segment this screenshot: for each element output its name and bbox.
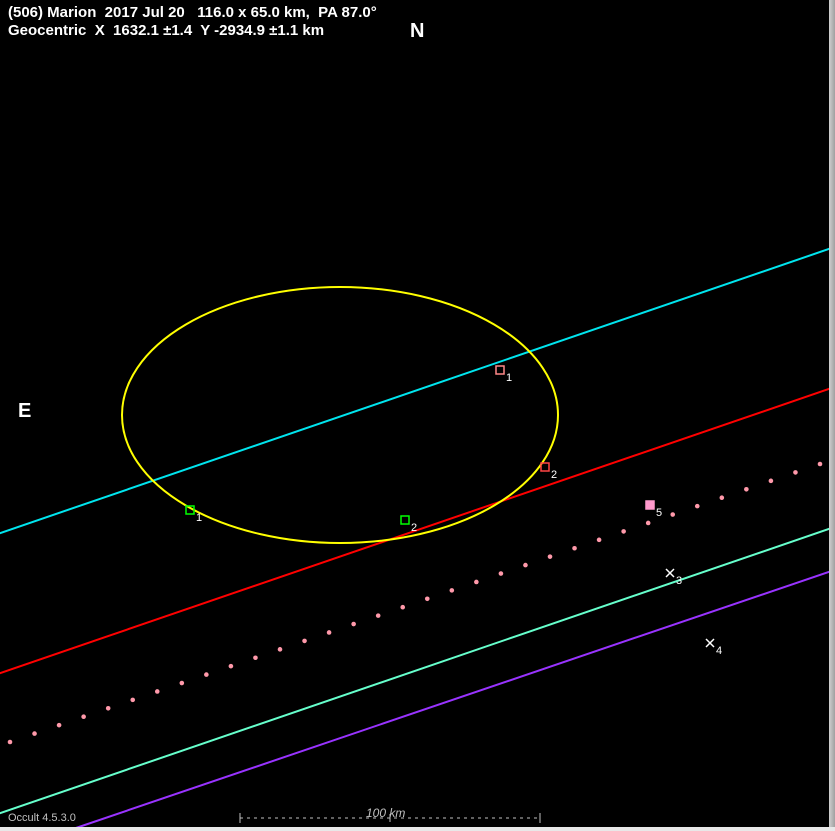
track-dot [425,596,430,601]
track-dot [278,647,283,652]
track-dot [646,521,651,526]
plot-canvas [0,0,835,831]
track-dot [155,689,160,694]
track-dot [376,613,381,618]
track-dot [106,706,111,711]
track-dot [204,672,209,677]
track-dot [670,512,675,517]
track-dot [474,580,479,585]
track-dot [229,664,234,669]
track-dot [450,588,455,593]
track-dot [81,714,86,719]
track-dot [351,622,356,627]
track-dot [793,470,798,475]
track-dot [32,731,37,736]
track-dot [302,639,307,644]
track-dot [695,504,700,509]
observer-marker [646,501,654,509]
track-dot [818,462,823,467]
track-dot [400,605,405,610]
compass-east: E [18,400,31,423]
track-dot [523,563,528,568]
track-dot [499,571,504,576]
track-dot [744,487,749,492]
track-dot [769,479,774,484]
header-line-1: (506) Marion 2017 Jul 20 116.0 x 65.0 km… [8,4,377,21]
track-dot [572,546,577,551]
observer-number: 1 [506,372,512,384]
track-dot [253,655,258,660]
track-dot [8,740,13,745]
track-dot [720,495,725,500]
occultation-plot-window: (506) Marion 2017 Jul 20 116.0 x 65.0 km… [0,0,835,831]
compass-north: N [410,20,424,43]
track-dot [180,681,185,686]
track-dot [621,529,626,534]
window-scrollbar-right[interactable] [829,0,835,831]
window-border-bottom [0,827,835,831]
header-line-2: Geocentric X 1632.1 ±1.4 Y -2934.9 ±1.1 … [8,22,324,39]
observer-number: 3 [676,575,682,587]
track-dot [597,538,602,543]
observer-number: 4 [716,645,722,657]
observer-number: 1 [196,512,202,524]
track-dot [57,723,62,728]
track-dot [130,698,135,703]
observer-number: 2 [411,522,417,534]
observer-number: 2 [551,469,557,481]
scale-bar-label: 100 km [366,806,405,820]
software-version: Occult 4.5.3.0 [8,812,76,824]
track-dot [548,554,553,559]
observer-number: 5 [656,507,662,519]
track-dot [327,630,332,635]
